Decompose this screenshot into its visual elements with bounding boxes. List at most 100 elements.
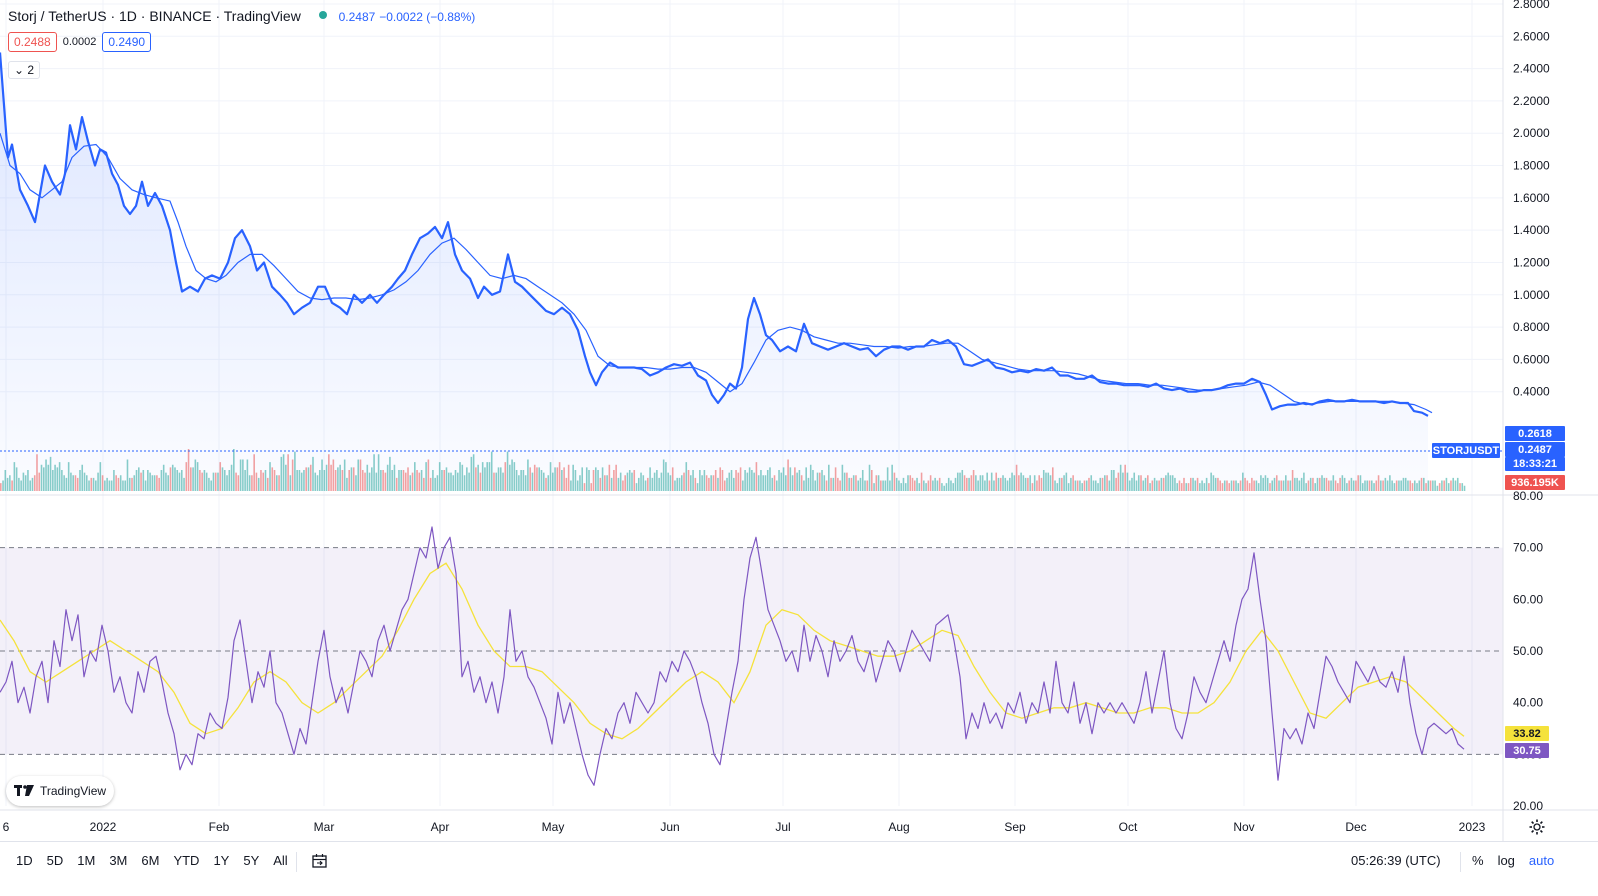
date-range-selector: 1D 5D 1M 3M 6M YTD 1Y 5Y All <box>16 853 288 868</box>
volume-bar <box>1429 480 1432 491</box>
range-1d-button[interactable]: 1D <box>16 853 33 868</box>
symbol-title: Storj / TetherUS · 1D · BINANCE · Tradin… <box>8 8 301 24</box>
rsi-value-tag-bg <box>1505 743 1549 758</box>
last-price-tag: 0.2618 <box>1518 428 1552 440</box>
buy-button[interactable]: 0.2490 <box>102 32 152 52</box>
time-axis-tick: 2023 <box>1459 820 1486 834</box>
indicator-count: 2 <box>27 63 35 77</box>
time-axis-tick: Nov <box>1233 820 1254 834</box>
price-axis-tick: 1.4000 <box>1513 223 1550 237</box>
sell-button[interactable]: 0.2488 <box>8 32 57 52</box>
settings-gear-icon[interactable] <box>1528 818 1546 836</box>
volume-bar <box>1452 477 1455 491</box>
percent-scale-toggle[interactable]: % <box>1472 853 1484 868</box>
rsi-ma-tag-bg <box>1505 726 1549 741</box>
rsi-axis-tick: 60.00 <box>1513 592 1543 606</box>
range-1m-button[interactable]: 1M <box>77 853 96 868</box>
volume-bar <box>1443 480 1445 491</box>
auto-scale-toggle[interactable]: auto <box>1528 853 1555 868</box>
range-all-button[interactable]: All <box>273 853 288 868</box>
close-price-tag: 0.2487 <box>1518 444 1552 456</box>
price-line <box>0 52 1429 417</box>
logo-text: TradingView <box>40 784 107 798</box>
price-axis-tick: 1.2000 <box>1513 255 1550 269</box>
time-axis-tick: Mar <box>314 820 335 834</box>
rsi-ma-tag: 33.82 <box>1513 728 1541 740</box>
time-axis-tick: 6 <box>3 820 10 834</box>
price-tags: 0.2618 0.2487 18:33:21 STORJUSDT 936.195K 33.… <box>1432 426 1565 758</box>
bid-ask: 0.2488 0.0002 0.2490 <box>8 32 152 52</box>
range-6m-button[interactable]: 6M <box>141 853 160 868</box>
rsi-line <box>0 526 1465 786</box>
log-scale-toggle[interactable]: log <box>1497 853 1515 868</box>
range-3m-button[interactable]: 3M <box>109 853 128 868</box>
time-axis-tick: Apr <box>431 820 450 834</box>
chart-canvas[interactable]: 2.8000 2.6000 2.4000 2.2000 2.0000 1.8000 1.60… <box>0 0 1598 841</box>
price-axis-tick: 0.6000 <box>1513 352 1550 366</box>
price-change: −0.0022 (−0.88%) <box>379 10 476 24</box>
close-price-tag-bg <box>1505 442 1565 457</box>
rsi-axis-tick: 40.00 <box>1513 696 1543 710</box>
symbol-tag: STORJUSDT <box>1433 445 1500 457</box>
volume-bar <box>1456 477 1459 491</box>
go-to-date-icon[interactable] <box>311 852 329 870</box>
spread-value: 0.0002 <box>62 36 97 48</box>
rsi-axis-tick: 80.00 <box>1513 489 1543 503</box>
tradingview-icon <box>14 785 34 796</box>
scale-options: % log auto <box>1472 853 1554 868</box>
volume-bar <box>1438 483 1441 491</box>
price-axis-tick: 2.2000 <box>1513 94 1550 108</box>
volume-bar <box>1447 483 1450 491</box>
bar-countdown-tag-bg <box>1505 457 1565 471</box>
price-area <box>0 52 1428 491</box>
price-axis-tick: 0.4000 <box>1513 385 1550 399</box>
price-axis-tick: 2.8000 <box>1513 0 1550 11</box>
rsi-ma-line <box>0 562 1465 740</box>
range-5d-button[interactable]: 5D <box>46 853 64 868</box>
volume-tag-bg <box>1505 475 1565 490</box>
time-axis-tick: Jun <box>660 820 679 834</box>
bottom-toolbar: 1D 5D 1M 3M 6M YTD 1Y 5Y All 05:26:39 (U… <box>0 841 1598 882</box>
rsi-band <box>0 547 1503 755</box>
price-axis-tick: 1.0000 <box>1513 288 1550 302</box>
divider <box>1460 852 1461 872</box>
volume-bar <box>1432 480 1434 491</box>
tradingview-logo[interactable]: TradingView <box>6 776 115 806</box>
volume-bar <box>1436 485 1439 491</box>
volume-bar <box>1459 483 1461 491</box>
time-axis-tick: Oct <box>1119 820 1138 834</box>
price-axis-tick: 1.6000 <box>1513 191 1550 205</box>
price-axis-tick: 0.8000 <box>1513 320 1550 334</box>
market-status-icon <box>318 11 327 20</box>
volume-bar <box>1441 480 1443 491</box>
time-axis-tick: Jul <box>775 820 790 834</box>
price-axis-tick: 2.6000 <box>1513 29 1550 43</box>
rsi-axis-tick: 50.00 <box>1513 644 1543 658</box>
volume-bar <box>1434 480 1436 491</box>
price-axis-tick: 2.4000 <box>1513 62 1550 76</box>
chevron-down-icon: ⌄ <box>14 63 25 77</box>
time-axis-tick: 2022 <box>90 820 117 834</box>
volume-bar <box>1450 480 1452 491</box>
utc-clock[interactable]: 05:26:39 (UTC) <box>1351 853 1441 868</box>
time-axis-tick: Aug <box>888 820 909 834</box>
volume-bar <box>1445 477 1448 491</box>
volume-tag: 936.195K <box>1511 477 1559 489</box>
range-1y-button[interactable]: 1Y <box>213 853 230 868</box>
last-price: 0.2487 <box>338 10 376 24</box>
time-axis-tick: Feb <box>209 820 230 834</box>
axes: 2.8000 2.6000 2.4000 2.2000 2.0000 1.8000 1.60… <box>0 0 1598 841</box>
volume-bar <box>1463 485 1466 491</box>
symbol-tag-bg <box>1432 443 1500 458</box>
time-axis-tick: Dec <box>1345 820 1366 834</box>
range-ytd-button[interactable]: YTD <box>173 853 200 868</box>
range-5y-button[interactable]: 5Y <box>243 853 260 868</box>
price-axis-tick: 1.8000 <box>1513 159 1550 173</box>
indicators-toggle-button[interactable]: ⌄ 2 <box>8 61 41 79</box>
chart-header: Storj / TetherUS · 1D · BINANCE · Tradin… <box>8 8 475 24</box>
divider <box>296 852 297 872</box>
rsi-axis-tick: 70.00 <box>1513 541 1543 555</box>
rsi-value-tag: 30.75 <box>1513 745 1541 757</box>
last-price-tag-bg <box>1505 426 1565 441</box>
price-ma-line <box>0 133 1433 414</box>
